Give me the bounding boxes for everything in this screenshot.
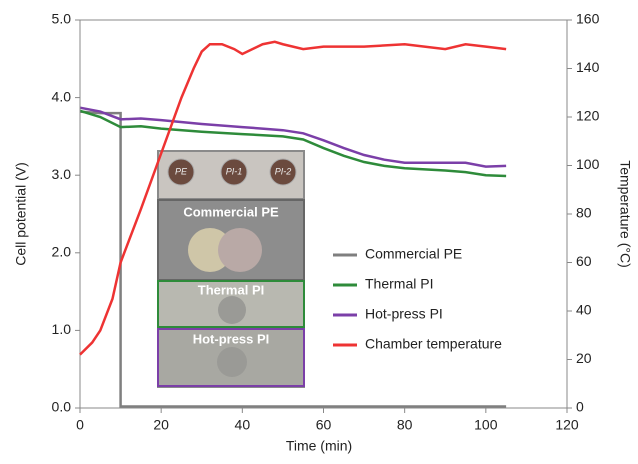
coin-label: PI-1 [226,166,243,176]
coin-label: PI-2 [275,166,292,176]
coin [167,158,195,186]
coin-label: PE [175,166,188,176]
series-line [79,110,507,408]
y-tick-label: 1.0 [52,321,72,337]
y2-tick-label: 0 [576,399,584,415]
x-tick-label: 100 [474,417,498,433]
legend-label: Commercial PE [365,246,462,262]
x-tick-label: 120 [555,417,579,433]
y-tick-label: 4.0 [52,88,72,104]
series-line [79,40,507,356]
legend-label: Chamber temperature [365,336,502,352]
x-tick-label: 80 [397,417,413,433]
inset-photo: Commercial PE Thermal PI Hot-press PI PE… [157,150,305,388]
inset-label: Thermal PI [198,282,264,297]
x-tick-label: 20 [153,417,169,433]
legend-label: Hot-press PI [365,306,443,322]
y2-axis-title: Temperature (°C) [617,160,633,268]
x-tick-label: 0 [76,417,84,433]
y2-tick-label: 120 [576,108,600,124]
y2-tick-label: 60 [576,253,592,269]
y2-tick-label: 160 [576,11,600,27]
coin [269,158,297,186]
coin [218,296,246,324]
series-line [79,106,507,168]
y2-tick-label: 140 [576,59,600,75]
y-tick-label: 3.0 [52,166,72,182]
y2-tick-label: 100 [576,156,600,172]
y-tick-label: 5.0 [52,11,72,27]
series-line [79,109,507,178]
coin [217,347,247,377]
coin [218,228,262,272]
y2-tick-label: 40 [576,302,592,318]
inset-label: Commercial PE [183,204,279,219]
y-tick-label: 2.0 [52,244,72,260]
legend-label: Thermal PI [365,276,433,292]
y-axis-title: Cell potential (V) [13,162,29,266]
y2-tick-label: 80 [576,205,592,221]
y-tick-label: 0.0 [52,399,72,415]
x-tick-label: 60 [316,417,332,433]
x-axis-title: Time (min) [286,438,352,454]
inset-label: Hot-press PI [193,331,270,346]
coin [220,158,248,186]
y2-tick-label: 20 [576,350,592,366]
x-tick-label: 40 [235,417,251,433]
